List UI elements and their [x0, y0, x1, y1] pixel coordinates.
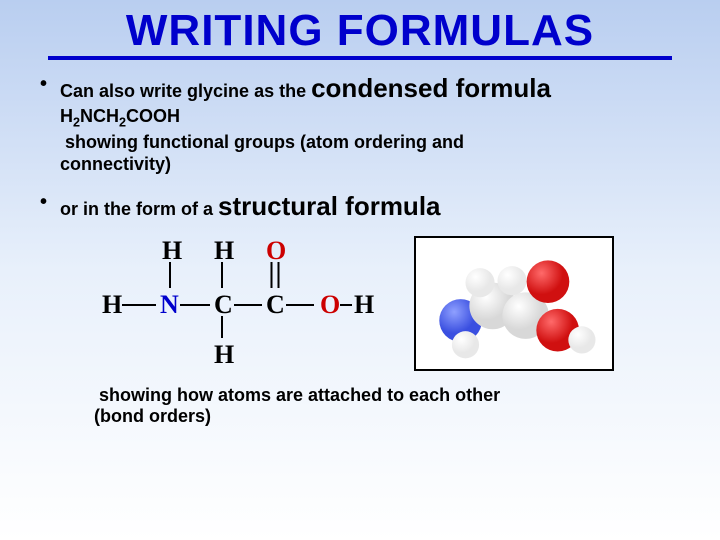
- molecule-3d-model: [414, 236, 614, 371]
- closing-l1: showing how atoms are attached to each o…: [99, 385, 500, 405]
- title-underline: [48, 56, 672, 60]
- slide-content: Can also write glycine as the condensed …: [0, 72, 720, 427]
- b1-lead: Can also write glycine as the: [60, 81, 311, 101]
- slide-title: WRITING FORMULAS: [0, 0, 720, 56]
- f-p3: 2: [119, 115, 126, 129]
- b1-tail1: showing functional groups (atom ordering…: [65, 132, 464, 152]
- bullet-structural: or in the form of a structural formula: [36, 190, 684, 223]
- f-p1: 2: [73, 115, 80, 129]
- f-p0: H: [60, 106, 73, 126]
- condensed-formula: H2NCH2COOH: [60, 106, 180, 126]
- b2-emph: structural formula: [218, 191, 441, 221]
- bullet-condensed: Can also write glycine as the condensed …: [36, 72, 684, 176]
- f-p4: COOH: [126, 106, 180, 126]
- structural-formula-diagram: HHOHNCCOHH: [94, 236, 374, 371]
- closing-l2: (bond orders): [94, 406, 211, 426]
- f-p2: NCH: [80, 106, 119, 126]
- closing-text: showing how atoms are attached to each o…: [36, 385, 684, 427]
- b1-emph: condensed formula: [311, 73, 551, 103]
- b1-tail2: connectivity): [60, 154, 171, 174]
- b2-lead: or in the form of a: [60, 199, 218, 219]
- figure-row: HHOHNCCOHH: [94, 236, 684, 371]
